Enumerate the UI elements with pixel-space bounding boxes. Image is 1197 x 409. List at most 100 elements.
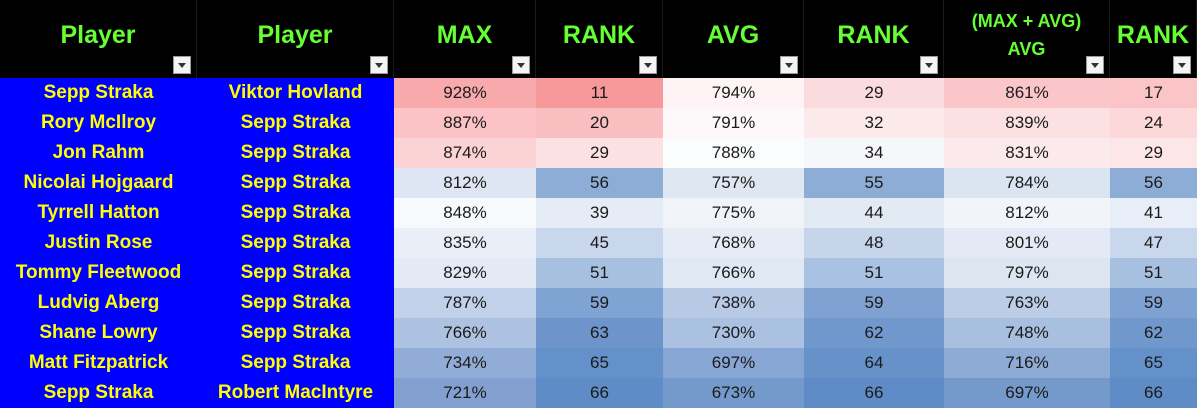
combined-rank-cell[interactable]: 41	[1110, 198, 1197, 228]
avg-cell[interactable]: 775%	[663, 198, 804, 228]
opponent-name-cell[interactable]: Sepp Straka	[197, 168, 394, 198]
filter-dropdown-button[interactable]	[920, 56, 938, 74]
avg-rank-cell[interactable]: 29	[804, 78, 944, 108]
max-rank-cell[interactable]: 29	[536, 138, 663, 168]
avg-cell[interactable]: 791%	[663, 108, 804, 138]
combined-rank-cell[interactable]: 56	[1110, 168, 1197, 198]
combined-avg-cell[interactable]: 831%	[944, 138, 1110, 168]
avg-rank-cell[interactable]: 32	[804, 108, 944, 138]
max-rank-cell[interactable]: 63	[536, 318, 663, 348]
player-name-cell[interactable]: Sepp Straka	[0, 78, 197, 108]
max-cell[interactable]: 734%	[394, 348, 536, 378]
combined-rank-cell[interactable]: 29	[1110, 138, 1197, 168]
opponent-name-cell[interactable]: Robert MacIntyre	[197, 378, 394, 408]
max-rank-cell[interactable]: 45	[536, 228, 663, 258]
combined-rank-cell[interactable]: 17	[1110, 78, 1197, 108]
max-cell[interactable]: 812%	[394, 168, 536, 198]
avg-rank-cell[interactable]: 55	[804, 168, 944, 198]
combined-avg-cell[interactable]: 839%	[944, 108, 1110, 138]
max-cell[interactable]: 835%	[394, 228, 536, 258]
combined-avg-cell[interactable]: 861%	[944, 78, 1110, 108]
avg-rank-cell[interactable]: 62	[804, 318, 944, 348]
combined-rank-cell[interactable]: 62	[1110, 318, 1197, 348]
avg-rank-cell[interactable]: 66	[804, 378, 944, 408]
header-label: RANK	[837, 20, 910, 49]
combined-rank-cell[interactable]: 59	[1110, 288, 1197, 318]
player-name-cell[interactable]: Tyrrell Hatton	[0, 198, 197, 228]
filter-dropdown-button[interactable]	[639, 56, 657, 74]
opponent-name-cell[interactable]: Viktor Hovland	[197, 78, 394, 108]
combined-avg-cell[interactable]: 716%	[944, 348, 1110, 378]
combined-rank-cell[interactable]: 47	[1110, 228, 1197, 258]
combined-rank-cell[interactable]: 65	[1110, 348, 1197, 378]
opponent-name-cell[interactable]: Sepp Straka	[197, 348, 394, 378]
max-rank-cell[interactable]: 59	[536, 288, 663, 318]
combined-avg-cell[interactable]: 763%	[944, 288, 1110, 318]
combined-rank-cell[interactable]: 51	[1110, 258, 1197, 288]
player-name-cell[interactable]: Justin Rose	[0, 228, 197, 258]
avg-cell[interactable]: 738%	[663, 288, 804, 318]
avg-rank-cell[interactable]: 44	[804, 198, 944, 228]
player-name-cell[interactable]: Nicolai Hojgaard	[0, 168, 197, 198]
avg-rank-cell[interactable]: 59	[804, 288, 944, 318]
avg-rank-cell[interactable]: 64	[804, 348, 944, 378]
opponent-name-cell[interactable]: Sepp Straka	[197, 258, 394, 288]
opponent-name-cell[interactable]: Sepp Straka	[197, 198, 394, 228]
max-rank-cell[interactable]: 56	[536, 168, 663, 198]
combined-avg-cell[interactable]: 748%	[944, 318, 1110, 348]
max-rank-cell[interactable]: 66	[536, 378, 663, 408]
max-cell[interactable]: 848%	[394, 198, 536, 228]
combined-avg-cell[interactable]: 812%	[944, 198, 1110, 228]
max-rank-cell[interactable]: 20	[536, 108, 663, 138]
avg-cell[interactable]: 794%	[663, 78, 804, 108]
filter-dropdown-button[interactable]	[1086, 56, 1104, 74]
player-name-cell[interactable]: Tommy Fleetwood	[0, 258, 197, 288]
max-cell[interactable]: 887%	[394, 108, 536, 138]
player-name-cell[interactable]: Sepp Straka	[0, 378, 197, 408]
opponent-name-cell[interactable]: Sepp Straka	[197, 318, 394, 348]
combined-avg-cell[interactable]: 784%	[944, 168, 1110, 198]
avg-rank-cell[interactable]: 34	[804, 138, 944, 168]
opponent-name-cell[interactable]: Sepp Straka	[197, 288, 394, 318]
filter-dropdown-button[interactable]	[1173, 56, 1191, 74]
combined-avg-cell[interactable]: 801%	[944, 228, 1110, 258]
opponent-name-cell[interactable]: Sepp Straka	[197, 108, 394, 138]
avg-cell[interactable]: 673%	[663, 378, 804, 408]
combined-rank-cell[interactable]: 24	[1110, 108, 1197, 138]
max-cell[interactable]: 766%	[394, 318, 536, 348]
max-rank-cell[interactable]: 11	[536, 78, 663, 108]
max-cell[interactable]: 721%	[394, 378, 536, 408]
max-cell[interactable]: 928%	[394, 78, 536, 108]
max-cell[interactable]: 787%	[394, 288, 536, 318]
filter-dropdown-button[interactable]	[780, 56, 798, 74]
max-cell[interactable]: 829%	[394, 258, 536, 288]
avg-rank-cell[interactable]: 51	[804, 258, 944, 288]
player-name-cell[interactable]: Shane Lowry	[0, 318, 197, 348]
avg-rank-cell[interactable]: 48	[804, 228, 944, 258]
avg-cell[interactable]: 697%	[663, 348, 804, 378]
filter-dropdown-button[interactable]	[370, 56, 388, 74]
avg-cell[interactable]: 788%	[663, 138, 804, 168]
combined-rank-cell[interactable]: 66	[1110, 378, 1197, 408]
opponent-name-cell[interactable]: Sepp Straka	[197, 138, 394, 168]
max-rank-cell[interactable]: 39	[536, 198, 663, 228]
max-cell[interactable]: 874%	[394, 138, 536, 168]
player-name-cell[interactable]: Jon Rahm	[0, 138, 197, 168]
filter-dropdown-button[interactable]	[512, 56, 530, 74]
opponent-name-cell[interactable]: Sepp Straka	[197, 228, 394, 258]
filter-dropdown-button[interactable]	[173, 56, 191, 74]
avg-cell[interactable]: 757%	[663, 168, 804, 198]
max-rank-cell[interactable]: 65	[536, 348, 663, 378]
max-rank-cell[interactable]: 51	[536, 258, 663, 288]
avg-cell[interactable]: 766%	[663, 258, 804, 288]
avg-cell[interactable]: 730%	[663, 318, 804, 348]
player-name-cell[interactable]: Ludvig Aberg	[0, 288, 197, 318]
player-name-cell[interactable]: Rory McIlroy	[0, 108, 197, 138]
combined-avg-cell[interactable]: 697%	[944, 378, 1110, 408]
header-label: (MAX + AVG) AVG	[971, 11, 1082, 59]
header-label: MAX	[436, 20, 493, 49]
combined-avg-cell[interactable]: 797%	[944, 258, 1110, 288]
player-name-cell[interactable]: Matt Fitzpatrick	[0, 348, 197, 378]
avg-cell[interactable]: 768%	[663, 228, 804, 258]
